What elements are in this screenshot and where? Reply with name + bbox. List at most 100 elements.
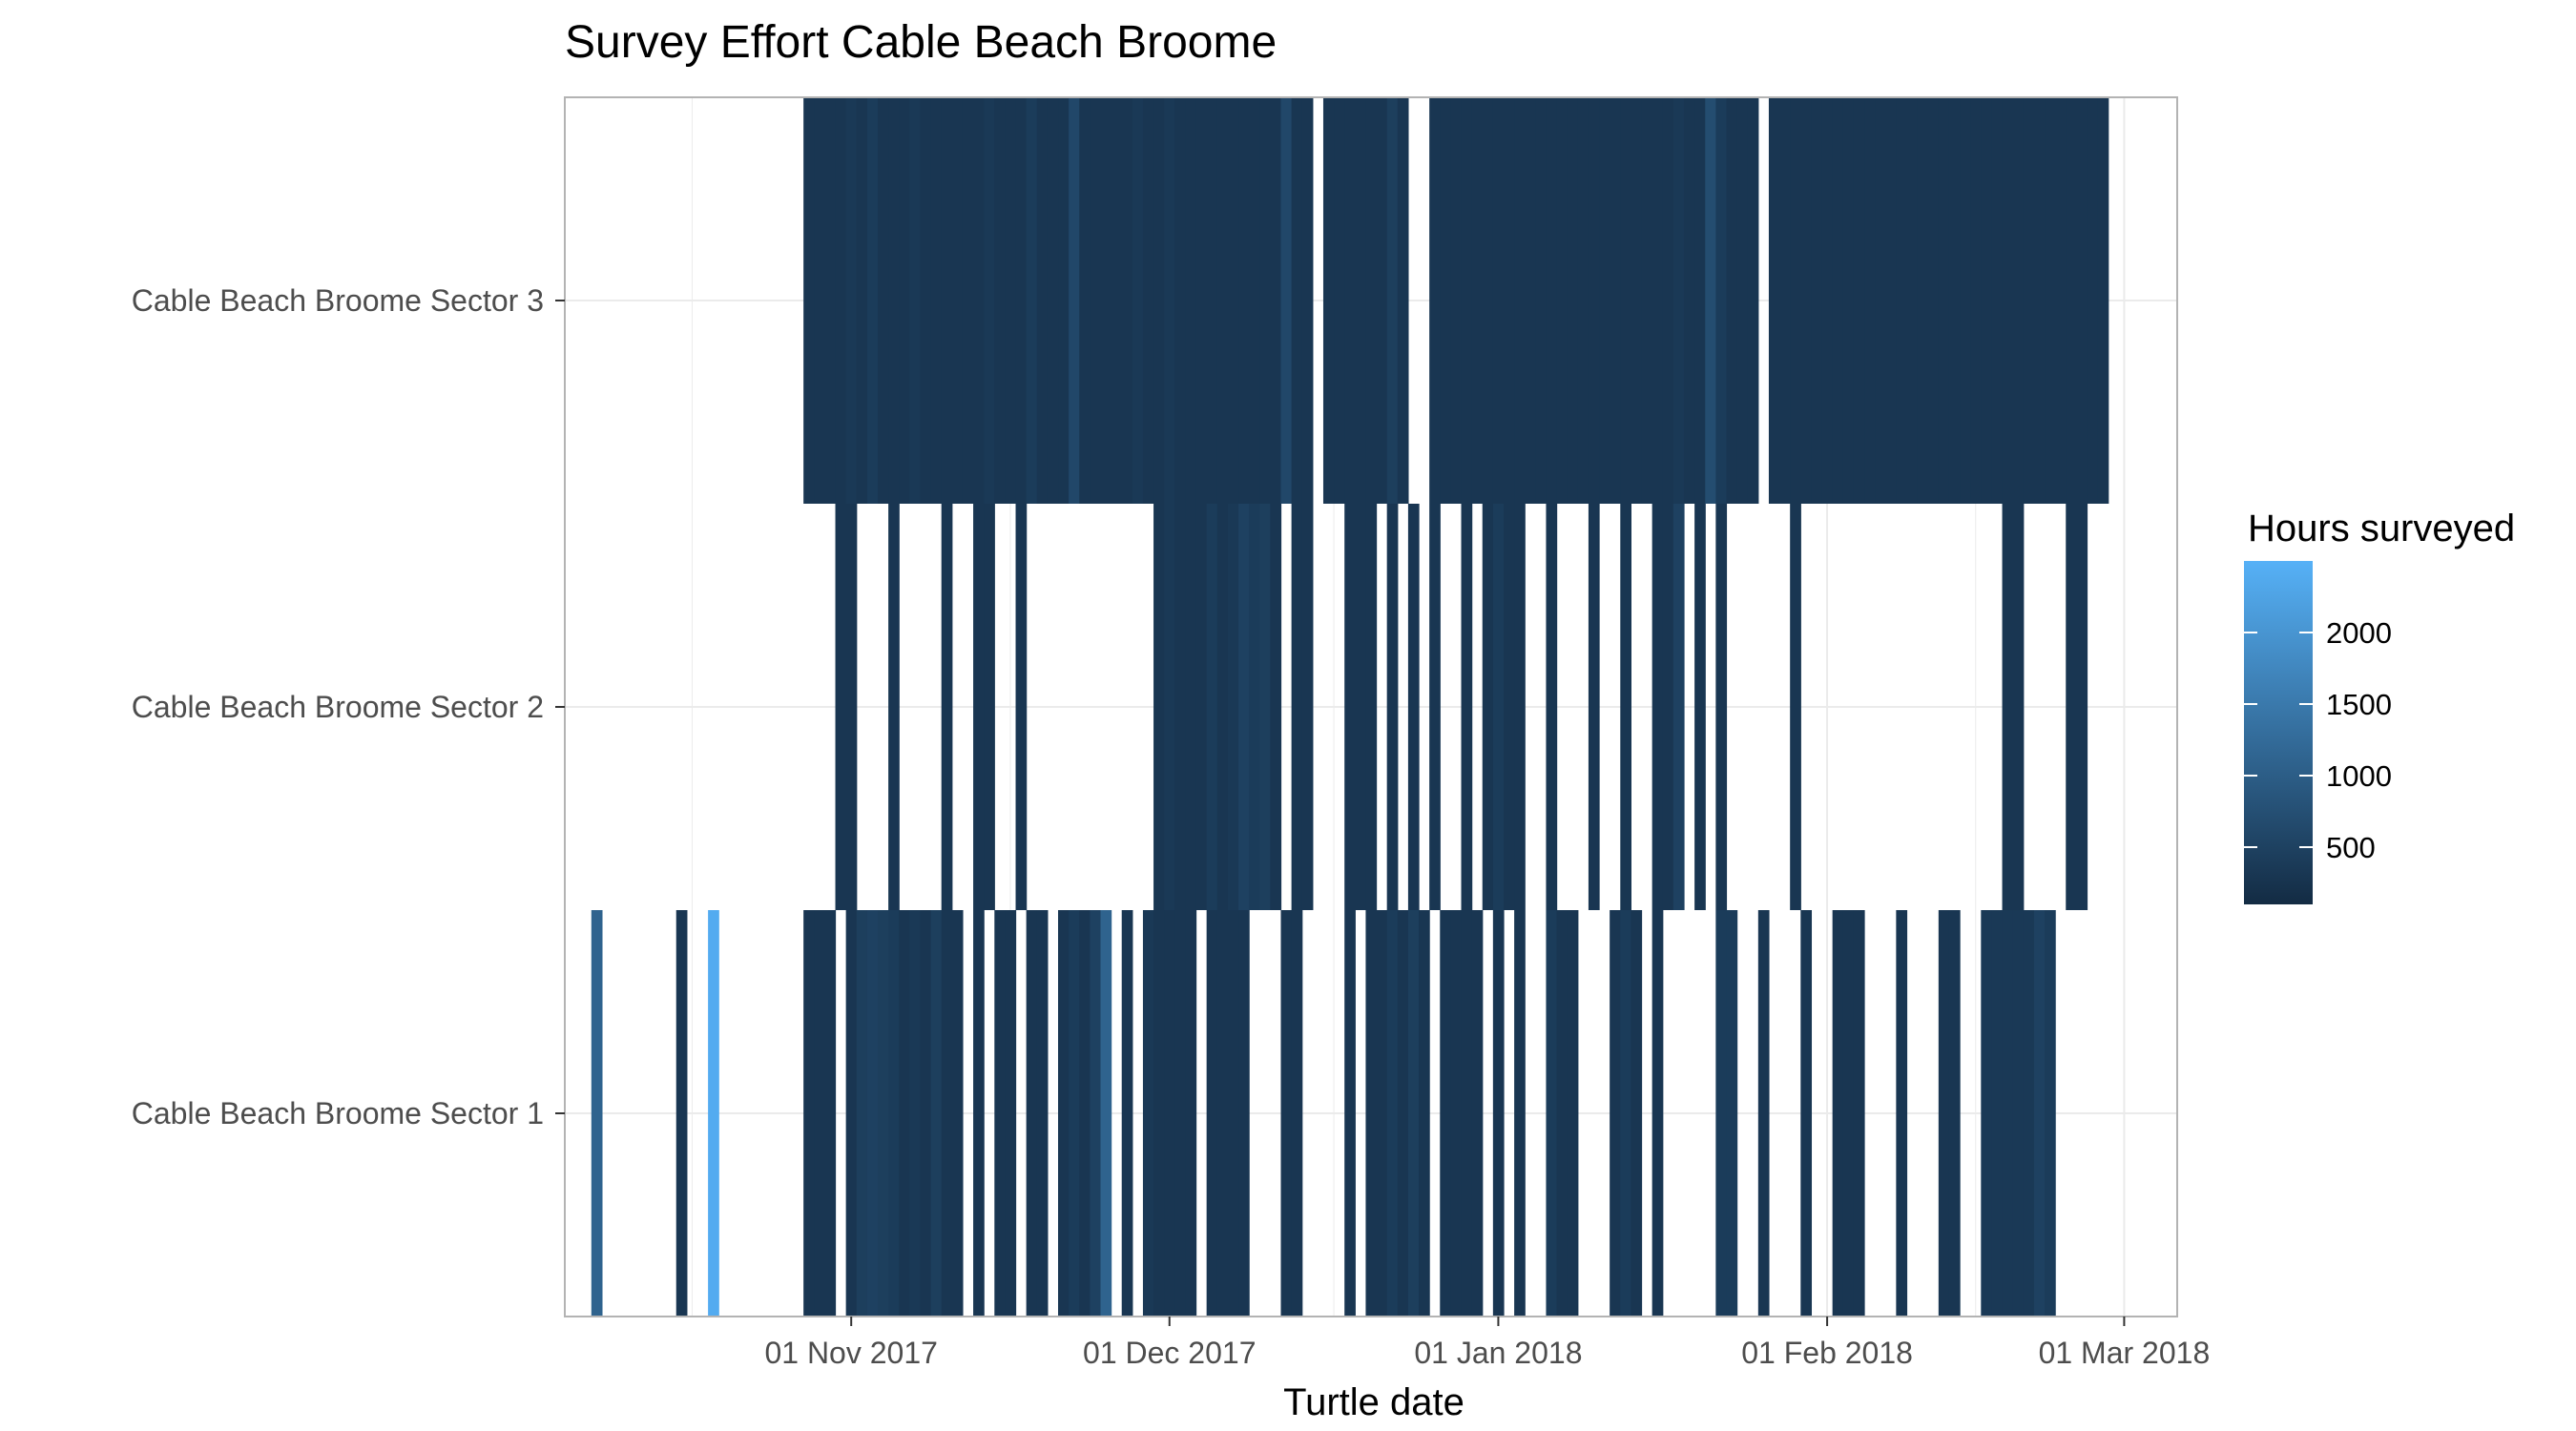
heat-tile bbox=[962, 97, 974, 504]
x-tick-label: 01 Nov 2017 bbox=[764, 1336, 937, 1370]
heat-tile bbox=[1588, 504, 1600, 910]
heat-tile bbox=[1058, 910, 1070, 1317]
heat-tile bbox=[1100, 97, 1112, 504]
heat-tile bbox=[1365, 97, 1378, 504]
heat-tile bbox=[1153, 910, 1165, 1317]
heat-tile bbox=[984, 504, 995, 910]
heat-tile bbox=[1132, 97, 1144, 504]
heat-tile bbox=[888, 504, 900, 910]
heat-tile bbox=[1344, 910, 1356, 1317]
heat-tile bbox=[1291, 504, 1303, 910]
heat-tile bbox=[1259, 97, 1271, 504]
heat-tile bbox=[866, 97, 879, 504]
heat-tile bbox=[1726, 910, 1738, 1317]
heat-tile bbox=[1419, 910, 1430, 1317]
heat-tile bbox=[951, 97, 964, 504]
heat-tile bbox=[1715, 97, 1728, 504]
heat-tile bbox=[1344, 504, 1356, 910]
y-tick-label: Cable Beach Broome Sector 2 bbox=[132, 690, 544, 724]
heat-tile bbox=[2066, 97, 2077, 504]
heat-tile bbox=[1610, 910, 1621, 1317]
heat-tile bbox=[814, 97, 825, 504]
heat-tile bbox=[1386, 910, 1399, 1317]
heat-tile bbox=[1301, 97, 1314, 504]
heat-tile bbox=[814, 910, 825, 1317]
heat-tile bbox=[856, 97, 868, 504]
heat-tile bbox=[930, 97, 943, 504]
heat-tile bbox=[1450, 910, 1463, 1317]
heat-tile bbox=[1662, 97, 1674, 504]
heat-tile bbox=[888, 97, 900, 504]
heat-tile bbox=[1397, 910, 1409, 1317]
heat-tile bbox=[1715, 504, 1728, 910]
heat-tile bbox=[1090, 910, 1102, 1317]
heat-tile bbox=[1174, 910, 1187, 1317]
heat-tile bbox=[1047, 97, 1059, 504]
heat-tile bbox=[1206, 97, 1218, 504]
heat-tile bbox=[1492, 97, 1505, 504]
heat-tile bbox=[1514, 97, 1526, 504]
heat-tile bbox=[2002, 504, 2014, 910]
heat-tile bbox=[2012, 504, 2025, 910]
heat-tile bbox=[1365, 504, 1378, 910]
heat-tile bbox=[1429, 504, 1441, 910]
heat-tile bbox=[1556, 97, 1568, 504]
heat-tile bbox=[1567, 97, 1579, 504]
heat-tile bbox=[1981, 910, 1993, 1317]
heat-tile bbox=[2076, 504, 2088, 910]
heat-tile bbox=[909, 910, 922, 1317]
heat-tile bbox=[941, 97, 953, 504]
heat-tile bbox=[1036, 910, 1049, 1317]
heat-tile bbox=[1450, 97, 1463, 504]
heat-tile bbox=[1227, 97, 1239, 504]
heat-tile bbox=[1503, 504, 1515, 910]
heat-tile bbox=[1270, 504, 1282, 910]
heat-tile bbox=[1121, 910, 1133, 1317]
heat-tile bbox=[1631, 97, 1643, 504]
x-tick-label: 01 Jan 2018 bbox=[1414, 1336, 1582, 1370]
heat-tile bbox=[1800, 910, 1813, 1317]
heat-tile bbox=[984, 97, 995, 504]
heat-tile bbox=[973, 504, 985, 910]
heat-tile bbox=[866, 910, 879, 1317]
heat-tile bbox=[1238, 504, 1250, 910]
heat-tile bbox=[1440, 97, 1451, 504]
heat-tile bbox=[1800, 97, 1813, 504]
heat-tile bbox=[1525, 97, 1536, 504]
heat-tile bbox=[1906, 97, 1919, 504]
heat-tile bbox=[1195, 97, 1208, 504]
heat-tile bbox=[941, 910, 953, 1317]
heat-tile bbox=[1631, 910, 1643, 1317]
heat-tile bbox=[1842, 97, 1855, 504]
heat-tile bbox=[845, 504, 858, 910]
heat-tile bbox=[1948, 97, 1961, 504]
heat-tile bbox=[1355, 97, 1367, 504]
legend-colorbar bbox=[2244, 561, 2313, 904]
heat-tile bbox=[1185, 97, 1197, 504]
heat-tile bbox=[1588, 97, 1600, 504]
heat-tile bbox=[1736, 97, 1749, 504]
heat-tile bbox=[1069, 97, 1080, 504]
heat-tile bbox=[1747, 97, 1759, 504]
heat-tile bbox=[2045, 97, 2056, 504]
heat-tile bbox=[1386, 504, 1399, 910]
heat-tile bbox=[1471, 910, 1484, 1317]
heat-tile bbox=[930, 910, 943, 1317]
heat-tile bbox=[1705, 97, 1716, 504]
heat-tile bbox=[994, 910, 1007, 1317]
heat-tile bbox=[1546, 504, 1558, 910]
heat-tile bbox=[1652, 910, 1664, 1317]
heat-tile bbox=[1535, 97, 1548, 504]
heat-tile bbox=[1790, 504, 1801, 910]
heat-tile bbox=[1026, 910, 1038, 1317]
heat-tile bbox=[1015, 97, 1028, 504]
heat-tile bbox=[1216, 910, 1229, 1317]
heat-tile bbox=[2087, 97, 2099, 504]
heat-tile bbox=[1694, 97, 1706, 504]
heat-tile bbox=[888, 910, 900, 1317]
heat-tile bbox=[1227, 910, 1239, 1317]
heat-tile bbox=[877, 910, 889, 1317]
heat-tile bbox=[1726, 97, 1738, 504]
heat-tile bbox=[951, 910, 964, 1317]
heat-tile bbox=[1322, 97, 1335, 504]
